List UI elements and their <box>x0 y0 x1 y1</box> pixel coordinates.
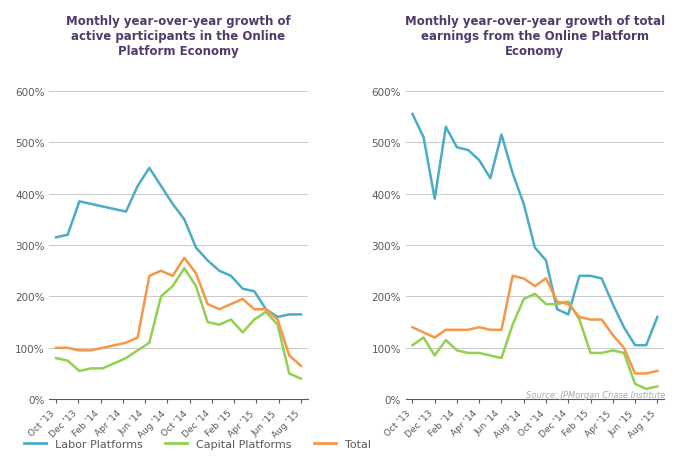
Text: Source: JPMorgan Chase Institute: Source: JPMorgan Chase Institute <box>526 390 665 399</box>
Legend: Labor Platforms, Capital Platforms, Total: Labor Platforms, Capital Platforms, Tota… <box>19 435 375 453</box>
Title: Monthly year-over-year growth of total
earnings from the Online Platform
Economy: Monthly year-over-year growth of total e… <box>405 15 665 58</box>
Title: Monthly year-over-year growth of
active participants in the Online
Platform Econ: Monthly year-over-year growth of active … <box>66 15 291 58</box>
